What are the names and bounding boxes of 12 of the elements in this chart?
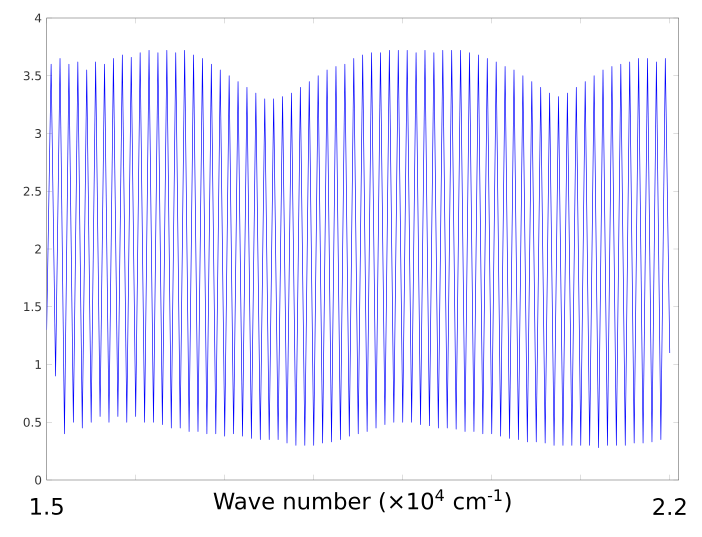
y-tick-label: 0.5 bbox=[24, 418, 41, 427]
x-tick-label: 2.2 bbox=[653, 498, 686, 515]
y-tick-label: 3 bbox=[35, 128, 41, 138]
y-tick-label: 3.5 bbox=[24, 71, 41, 80]
y-tick-label: 4 bbox=[34, 14, 42, 22]
y-tick-label: 1 bbox=[36, 360, 41, 369]
y-tick-label: 2 bbox=[35, 244, 41, 254]
y-tick-label: 1.5 bbox=[24, 302, 41, 312]
line-series bbox=[46, 50, 670, 448]
y-tick-label: 0 bbox=[35, 475, 42, 485]
y-tick-label: 2.5 bbox=[24, 186, 41, 196]
x-axis-title: Wave number (×10$^{4}$ cm$^{-1}$) bbox=[214, 489, 511, 512]
